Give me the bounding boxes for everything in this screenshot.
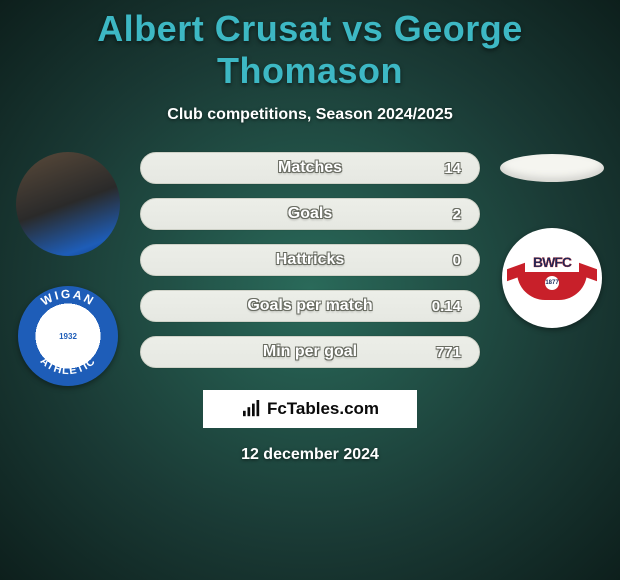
player-left-club-crest: 1932 WIGAN ATHLETIC [18,286,118,386]
crest-ribbon: 1877 [517,272,587,300]
comparison-panel: 1932 WIGAN ATHLETIC BWFC 1877 [0,152,620,464]
stat-value-right: 0.14 [432,298,461,315]
stat-bar: Goals per match 0.14 [140,290,480,322]
stat-value-right: 2 [453,206,461,223]
stat-label: Hattricks [276,251,344,269]
bar-chart-icon [241,400,263,418]
stat-value-right: 14 [444,160,461,177]
stat-bars: Matches 14 Goals 2 Hattricks 0 Goals per… [140,152,480,368]
crest-year-badge: 1877 [545,276,559,290]
crest-ring-text: WIGAN ATHLETIC [18,286,118,386]
snapshot-date: 12 december 2024 [0,446,620,464]
stat-label: Min per goal [263,343,357,361]
crest-text: BWFC [533,254,571,270]
player-right-photo [500,154,604,182]
stat-label: Goals [288,205,332,223]
right-player-column: BWFC 1877 [492,152,612,328]
player-left-photo [16,152,120,256]
stat-label: Goals per match [247,297,372,315]
stat-bar: Matches 14 [140,152,480,184]
season-subtitle: Club competitions, Season 2024/2025 [0,106,620,124]
stat-bar: Min per goal 771 [140,336,480,368]
stat-label: Matches [278,159,342,177]
left-player-column: 1932 WIGAN ATHLETIC [8,152,128,386]
svg-text:WIGAN: WIGAN [39,287,98,309]
svg-text:ATHLETIC: ATHLETIC [38,355,99,377]
stat-value-right: 771 [436,344,461,361]
player-right-club-crest: BWFC 1877 [502,228,602,328]
stat-bar: Hattricks 0 [140,244,480,276]
page-title: Albert Crusat vs George Thomason [0,0,620,92]
stat-value-right: 0 [453,252,461,269]
watermark-text: FcTables.com [267,399,379,419]
stat-bar: Goals 2 [140,198,480,230]
watermark-badge: FcTables.com [203,390,417,428]
